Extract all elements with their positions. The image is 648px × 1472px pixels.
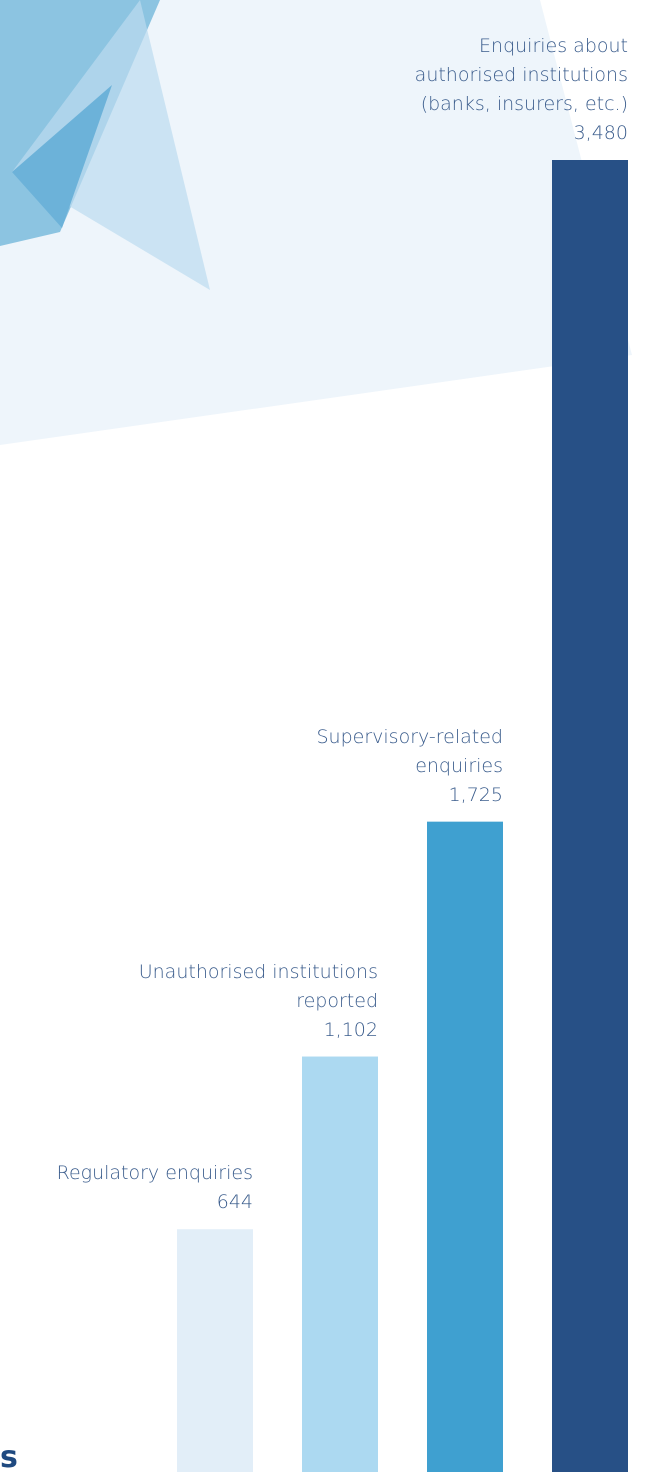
value-label: 644 bbox=[0, 1188, 253, 1217]
bar bbox=[427, 822, 503, 1472]
page: s Regulatory enquiries644 Unauthorised in… bbox=[0, 0, 648, 1472]
bar bbox=[177, 1229, 253, 1472]
bar bbox=[552, 160, 628, 1472]
bar bbox=[302, 1057, 378, 1472]
cropped-text: s bbox=[0, 1440, 18, 1472]
category-label: Unauthorised institutions reported bbox=[18, 958, 378, 1016]
category-label: Supervisory-related enquiries bbox=[143, 723, 503, 781]
value-label: 1,725 bbox=[143, 781, 503, 810]
value-label: 1,102 bbox=[18, 1016, 378, 1045]
category-label: Regulatory enquiries bbox=[0, 1159, 253, 1188]
value-label: 3,480 bbox=[268, 119, 628, 148]
bar-label: Enquiries about authorised institutions … bbox=[268, 32, 628, 148]
category-label: Enquiries about authorised institutions … bbox=[268, 32, 628, 119]
